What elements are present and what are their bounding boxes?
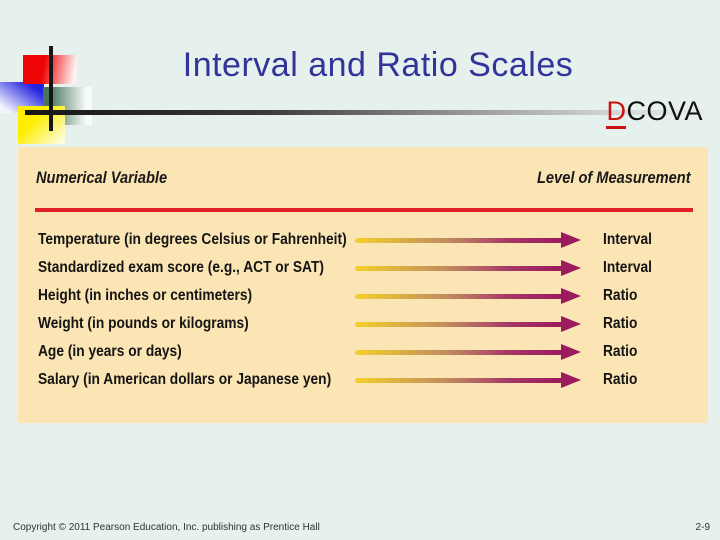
level-label: Ratio <box>603 342 643 362</box>
arrow-head <box>561 260 581 276</box>
variable-label-text: Age (in years or days) <box>38 343 182 360</box>
variable-label-text: Weight (in pounds or kilograms) <box>38 315 249 332</box>
level-label: Ratio <box>603 370 643 390</box>
gradient-arrow <box>355 372 581 388</box>
level-label: Ratio <box>603 314 643 334</box>
dcova-rest: COVA <box>626 96 703 126</box>
variable-label: Age (in years or days) <box>38 342 205 362</box>
variable-label: Height (in inches or centimeters) <box>38 286 287 306</box>
dcova-accent-letter: D <box>606 96 627 129</box>
dcova-label: DCOVA <box>606 96 703 129</box>
column-header-variable: Numerical Variable <box>36 168 188 188</box>
arrow-shaft <box>355 237 563 243</box>
arrow-shaft <box>355 265 563 271</box>
arrow-shaft <box>355 349 563 355</box>
variable-label: Salary (in American dollars or Japanese … <box>38 370 379 390</box>
column-header-level: Level of Measurement <box>512 168 691 188</box>
gradient-arrow <box>355 316 581 332</box>
level-label-text: Interval <box>603 231 652 248</box>
gradient-arrow <box>355 288 581 304</box>
arrow-shaft <box>355 377 563 383</box>
measurement-table-panel: Numerical Variable Level of Measurement … <box>18 147 708 423</box>
table-row: Salary (in American dollars or Japanese … <box>18 366 708 394</box>
variable-label-text: Standardized exam score (e.g., ACT or SA… <box>38 259 324 276</box>
page-number: 2-9 <box>695 522 710 533</box>
variable-label-text: Height (in inches or centimeters) <box>38 287 253 304</box>
horizontal-rule <box>25 110 710 115</box>
variable-label: Temperature (in degrees Celsius or Fahre… <box>38 230 397 250</box>
gradient-arrow <box>355 232 581 248</box>
table-row: Height (in inches or centimeters) Ratio <box>18 282 708 310</box>
arrow-head <box>561 232 581 248</box>
variable-label: Weight (in pounds or kilograms) <box>38 314 283 334</box>
table-row: Age (in years or days) Ratio <box>18 338 708 366</box>
header-divider-line <box>35 208 693 212</box>
level-label-text: Ratio <box>603 315 638 332</box>
arrow-head <box>561 316 581 332</box>
arrow-shaft <box>355 321 563 327</box>
variable-label: Standardized exam score (e.g., ACT or SA… <box>38 258 371 278</box>
table-row: Weight (in pounds or kilograms) Ratio <box>18 310 708 338</box>
arrow-head <box>561 288 581 304</box>
slide-title: Interval and Ratio Scales <box>182 46 574 84</box>
level-label-text: Ratio <box>603 371 638 388</box>
vertical-rule <box>49 46 53 131</box>
level-label-text: Ratio <box>603 287 638 304</box>
level-label: Ratio <box>603 286 643 306</box>
arrow-head <box>561 372 581 388</box>
gradient-arrow <box>355 344 581 360</box>
column-header-variable-text: Numerical Variable <box>36 168 168 187</box>
level-label-text: Ratio <box>603 343 638 360</box>
table-rows: Temperature (in degrees Celsius or Fahre… <box>18 226 708 394</box>
level-label-text: Interval <box>603 259 652 276</box>
copyright-text: Copyright © 2011 Pearson Education, Inc.… <box>13 522 320 533</box>
column-header-level-text: Level of Measurement <box>537 168 691 187</box>
table-row: Temperature (in degrees Celsius or Fahre… <box>18 226 708 254</box>
table-row: Standardized exam score (e.g., ACT or SA… <box>18 254 708 282</box>
arrow-head <box>561 344 581 360</box>
gradient-arrow <box>355 260 581 276</box>
arrow-shaft <box>355 293 563 299</box>
level-label: Interval <box>603 258 660 278</box>
variable-label-text: Temperature (in degrees Celsius or Fahre… <box>38 231 347 248</box>
variable-label-text: Salary (in American dollars or Japanese … <box>38 371 332 388</box>
level-label: Interval <box>603 230 660 250</box>
